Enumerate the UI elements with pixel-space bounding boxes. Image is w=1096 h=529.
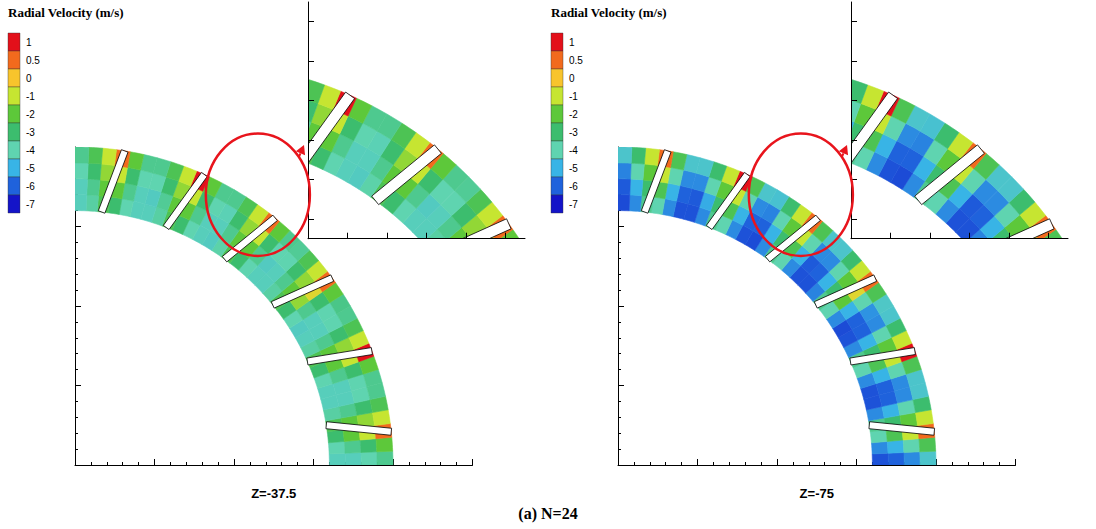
svg-text:-3: -3 xyxy=(26,127,35,138)
svg-text:-5: -5 xyxy=(26,163,35,174)
svg-text:1: 1 xyxy=(569,37,575,48)
svg-text:-2: -2 xyxy=(569,109,578,120)
svg-text:Z=-75: Z=-75 xyxy=(800,486,834,501)
svg-text:-7: -7 xyxy=(26,199,35,210)
svg-text:Radial Velocity (m/s): Radial Velocity (m/s) xyxy=(8,5,124,20)
svg-text:-6: -6 xyxy=(26,181,35,192)
svg-text:(a) N=24: (a) N=24 xyxy=(518,505,577,523)
svg-text:-1: -1 xyxy=(26,91,35,102)
svg-text:-4: -4 xyxy=(26,145,35,156)
svg-text:-3: -3 xyxy=(569,127,578,138)
svg-text:Radial Velocity (m/s): Radial Velocity (m/s) xyxy=(551,5,667,20)
svg-text:-4: -4 xyxy=(569,145,578,156)
svg-text:-6: -6 xyxy=(569,181,578,192)
svg-text:0: 0 xyxy=(569,73,575,84)
svg-text:-5: -5 xyxy=(569,163,578,174)
svg-text:0: 0 xyxy=(26,73,32,84)
svg-text:Z=-37.5: Z=-37.5 xyxy=(251,486,296,501)
svg-text:-7: -7 xyxy=(569,199,578,210)
svg-text:0.5: 0.5 xyxy=(569,55,583,66)
svg-text:0.5: 0.5 xyxy=(26,55,40,66)
svg-text:-1: -1 xyxy=(569,91,578,102)
svg-text:-2: -2 xyxy=(26,109,35,120)
svg-text:1: 1 xyxy=(26,37,32,48)
